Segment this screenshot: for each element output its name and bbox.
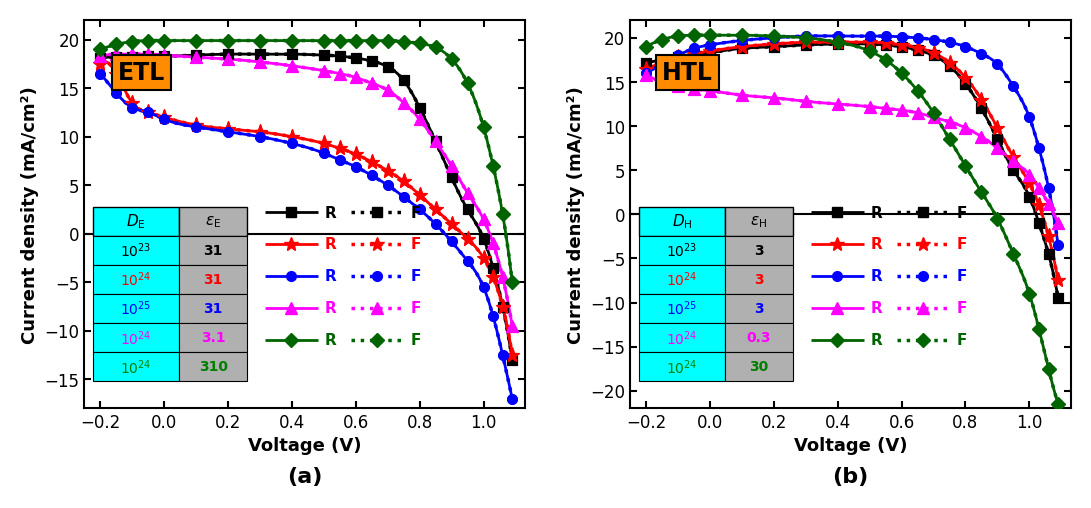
Bar (93, 353, 179, 382)
Text: R: R (870, 269, 882, 284)
Text: R: R (324, 301, 336, 315)
Bar (724, 236, 793, 265)
Text: R: R (324, 332, 336, 347)
Text: $D_\mathrm{E}$: $D_\mathrm{E}$ (127, 212, 146, 231)
Text: R: R (870, 205, 882, 220)
Bar (724, 323, 793, 353)
Text: R: R (324, 205, 336, 220)
Text: F: F (956, 332, 966, 347)
X-axis label: Voltage (V): Voltage (V) (793, 437, 907, 455)
Bar (179, 236, 248, 265)
Y-axis label: Current density (mA/cm²): Current density (mA/cm²) (21, 86, 39, 343)
Text: 310: 310 (199, 360, 228, 374)
Text: F: F (956, 269, 966, 284)
Text: F: F (956, 301, 966, 315)
Bar (179, 294, 248, 323)
Text: F: F (410, 237, 420, 252)
Bar (179, 207, 248, 236)
Text: $10^{24}$: $10^{24}$ (666, 270, 697, 289)
Bar (638, 207, 724, 236)
Text: F: F (410, 205, 420, 220)
Bar (93, 265, 179, 294)
Text: F: F (410, 332, 420, 347)
Bar (724, 353, 793, 382)
Text: 3: 3 (754, 273, 764, 287)
Bar (724, 265, 793, 294)
Text: 3.1: 3.1 (201, 331, 226, 345)
Text: $10^{23}$: $10^{23}$ (666, 241, 697, 260)
Text: (a): (a) (287, 467, 322, 487)
Bar (724, 294, 793, 323)
Text: R: R (324, 269, 336, 284)
Text: R: R (870, 332, 882, 347)
Bar (724, 207, 793, 236)
Bar (179, 323, 248, 353)
Text: ETL: ETL (118, 61, 165, 85)
Text: $10^{25}$: $10^{25}$ (666, 299, 697, 318)
Text: 30: 30 (748, 360, 768, 374)
Text: R: R (324, 237, 336, 252)
Text: F: F (956, 237, 966, 252)
Text: $10^{24}$: $10^{24}$ (666, 329, 697, 347)
Text: $10^{24}$: $10^{24}$ (120, 358, 152, 376)
Text: 31: 31 (203, 302, 223, 315)
Text: $10^{24}$: $10^{24}$ (120, 270, 152, 289)
Bar (179, 265, 248, 294)
Bar (93, 323, 179, 353)
Bar (638, 353, 724, 382)
Text: $\varepsilon_\mathrm{E}$: $\varepsilon_\mathrm{E}$ (205, 214, 221, 229)
Text: HTL: HTL (661, 61, 712, 85)
Text: R: R (870, 301, 882, 315)
Text: (b): (b) (831, 467, 868, 487)
Text: $10^{25}$: $10^{25}$ (120, 299, 152, 318)
Text: R: R (870, 237, 882, 252)
Text: F: F (956, 205, 966, 220)
Bar (638, 236, 724, 265)
Bar (93, 236, 179, 265)
Bar (638, 323, 724, 353)
Bar (638, 294, 724, 323)
Text: 0.3: 0.3 (746, 331, 770, 345)
Text: 31: 31 (203, 243, 223, 258)
Bar (93, 207, 179, 236)
Bar (179, 353, 248, 382)
Text: 31: 31 (203, 273, 223, 287)
Text: F: F (410, 301, 420, 315)
Y-axis label: Current density (mA/cm²): Current density (mA/cm²) (566, 86, 585, 343)
Text: $\varepsilon_\mathrm{H}$: $\varepsilon_\mathrm{H}$ (750, 214, 767, 229)
Text: 3: 3 (754, 302, 764, 315)
Text: $10^{24}$: $10^{24}$ (120, 329, 152, 347)
X-axis label: Voltage (V): Voltage (V) (248, 437, 361, 455)
Text: $10^{23}$: $10^{23}$ (120, 241, 152, 260)
Bar (638, 265, 724, 294)
Text: 3: 3 (754, 243, 764, 258)
Text: $10^{24}$: $10^{24}$ (666, 358, 697, 376)
Bar (93, 294, 179, 323)
Text: $D_\mathrm{H}$: $D_\mathrm{H}$ (671, 212, 692, 231)
Text: F: F (410, 269, 420, 284)
